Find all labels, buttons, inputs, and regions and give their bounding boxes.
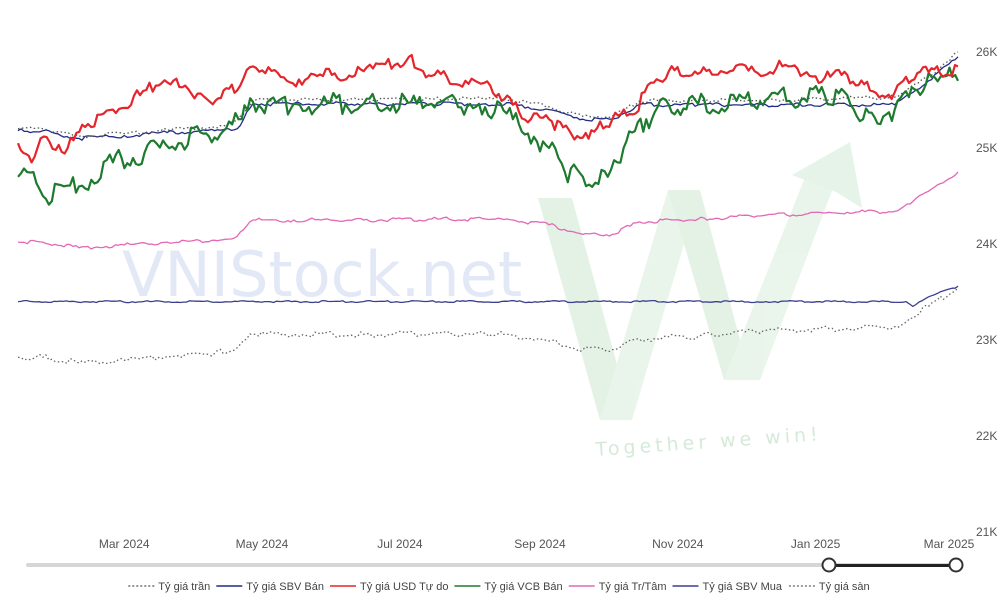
y-tick-label: 21K — [976, 525, 997, 539]
legend-item[interactable]: Tỷ giá SBV Mua — [672, 581, 783, 593]
x-tick-label: Jan 2025 — [791, 537, 841, 551]
legend-item[interactable]: Tỷ giá VCB Bán — [454, 581, 563, 593]
x-axis: Mar 2024 May 2024 Jul 2024 Sep 2024 Nov 2024… — [99, 537, 975, 551]
series-line-4 — [17, 171, 959, 250]
range-slider-start-handle[interactable] — [821, 557, 837, 573]
watermark-logo — [538, 142, 862, 420]
legend-item[interactable]: Tỷ giá sàn — [788, 581, 870, 593]
legend-label: Tỷ giá trần — [158, 581, 210, 593]
legend: Tỷ giá trần Tỷ giá SBV Bán Tỷ giá USD Tự d… — [128, 581, 870, 593]
legend-label: Tỷ giá USD Tự do — [360, 581, 448, 593]
legend-label: Tỷ giá SBV Mua — [703, 581, 783, 593]
series-layer — [16, 51, 959, 365]
y-tick-label: 23K — [976, 333, 997, 347]
legend-item[interactable]: Tỷ giá SBV Bán — [216, 581, 324, 593]
y-tick-label: 24K — [976, 237, 997, 251]
series-line-5 — [17, 285, 959, 308]
watermark: VNIStock.net Together we win! — [122, 142, 862, 461]
range-slider-track[interactable] — [26, 563, 956, 567]
watermark-brand: VNIStock.net — [122, 238, 522, 311]
x-tick-label: May 2024 — [236, 537, 289, 551]
series-line-0 — [17, 51, 959, 139]
series-line-6 — [17, 286, 959, 365]
x-tick-label: Jul 2024 — [377, 537, 423, 551]
legend-item[interactable]: Tỷ giá USD Tự do — [330, 581, 448, 593]
y-tick-label: 22K — [976, 429, 997, 443]
range-slider-selected — [829, 564, 956, 567]
legend-item[interactable]: Tỷ giá trần — [128, 581, 210, 593]
x-tick-label: Sep 2024 — [514, 537, 566, 551]
y-tick-label: 25K — [976, 141, 997, 155]
watermark-slogan: Together we win! — [594, 423, 823, 461]
x-tick-label: Nov 2024 — [652, 537, 704, 551]
legend-label: Tỷ giá VCB Bán — [484, 581, 562, 593]
series-line-1 — [17, 56, 959, 141]
x-tick-label: Mar 2025 — [924, 537, 975, 551]
y-tick-label: 26K — [976, 45, 997, 59]
legend-label: Tỷ giá Tr/Tâm — [599, 581, 667, 593]
legend-item[interactable]: Tỷ giá Tr/Tâm — [568, 581, 667, 593]
legend-label: Tỷ giá SBV Bán — [246, 581, 324, 593]
series-line-3 — [17, 66, 959, 206]
legend-label: Tỷ giá sàn — [819, 581, 870, 593]
range-slider-end-handle[interactable] — [948, 557, 964, 573]
x-tick-label: Mar 2024 — [99, 537, 150, 551]
y-axis: 21K 22K 23K 24K 25K 26K — [976, 45, 997, 539]
range-slider[interactable] — [26, 557, 964, 573]
series-line-2 — [16, 53, 959, 164]
